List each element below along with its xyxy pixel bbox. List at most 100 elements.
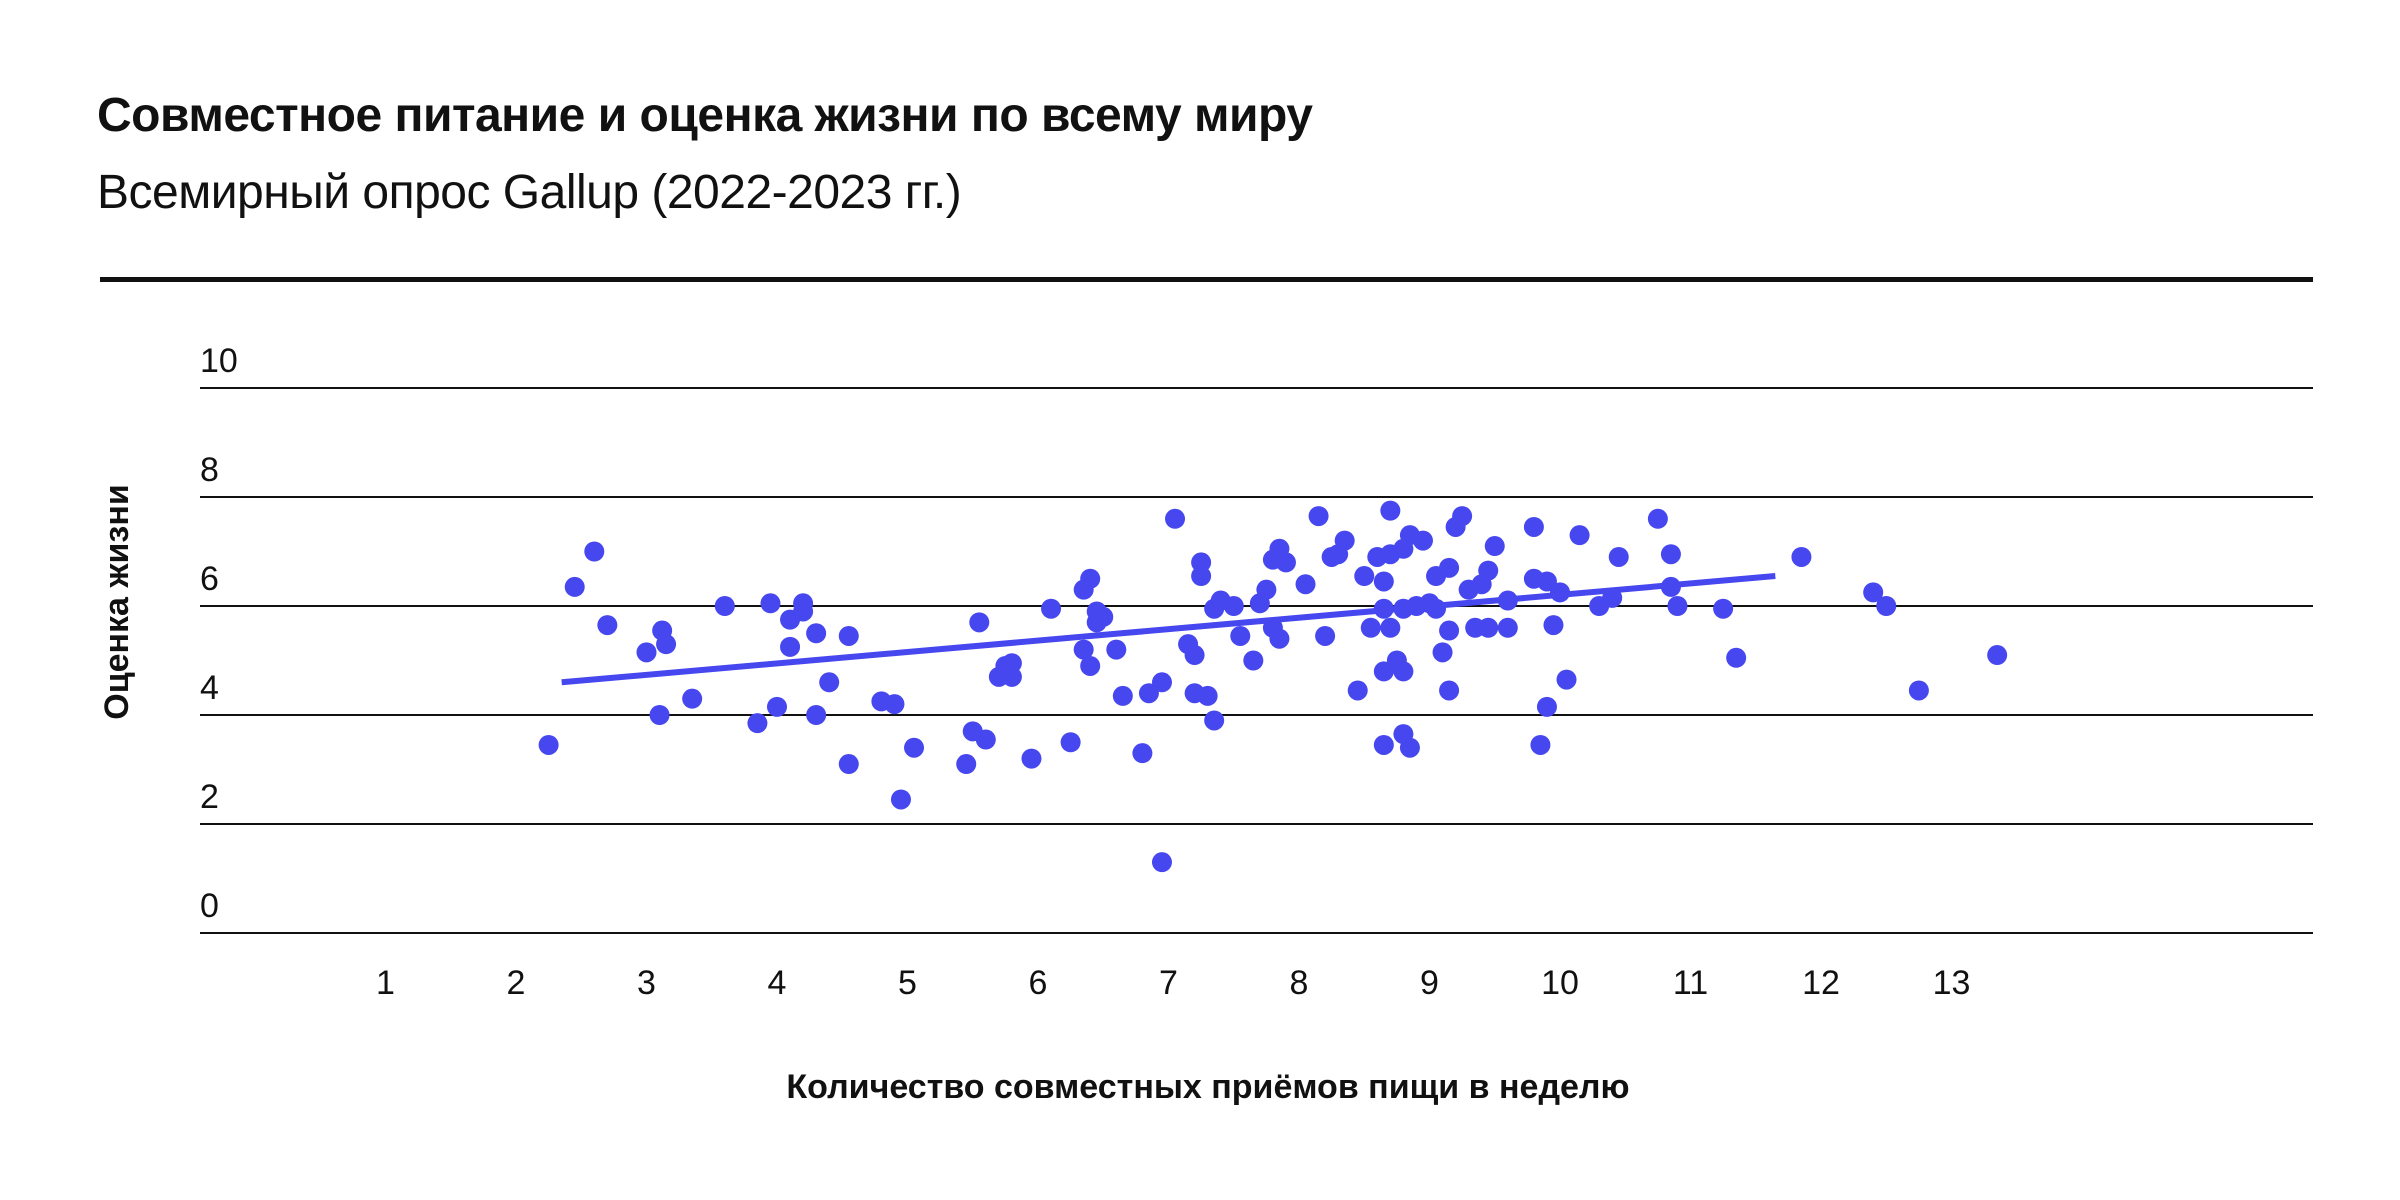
x-axis-title: Количество совместных приёмов пищи в нед…: [786, 1068, 1629, 1106]
data-point: [1275, 552, 1296, 573]
data-point: [1432, 642, 1453, 663]
data-point: [819, 672, 840, 693]
data-point: [890, 789, 911, 810]
data-point: [1726, 647, 1747, 668]
data-point: [1112, 685, 1133, 706]
data-point: [1165, 508, 1186, 529]
x-tick-label: 7: [1159, 964, 1178, 1002]
data-point: [1373, 734, 1394, 755]
data-point: [1863, 582, 1884, 603]
data-point: [1478, 617, 1499, 638]
data-point: [1556, 669, 1577, 690]
data-point: [656, 634, 677, 655]
x-tick-label: 1: [376, 964, 395, 1002]
data-point: [1080, 655, 1101, 676]
data-point: [1093, 606, 1114, 627]
data-point: [1569, 525, 1590, 546]
data-point: [682, 688, 703, 709]
data-point: [1373, 571, 1394, 592]
data-point: [780, 636, 801, 657]
data-point: [1523, 516, 1544, 537]
data-point: [1412, 530, 1433, 551]
data-point: [1308, 506, 1329, 527]
x-tick-label: 13: [1933, 964, 1971, 1002]
data-point: [1347, 680, 1368, 701]
y-tick-label: 10: [200, 342, 238, 380]
data-point: [1399, 737, 1420, 758]
data-point: [1439, 680, 1460, 701]
x-tick-label: 2: [507, 964, 526, 1002]
data-point: [1001, 653, 1022, 674]
data-point: [1647, 508, 1668, 529]
data-point: [714, 596, 735, 616]
data-point: [584, 541, 605, 562]
x-axis-ticks: 1 2 3 4 5 6 7 8 9 10 11 12 13: [376, 964, 1970, 1002]
data-point: [1184, 645, 1205, 666]
data-point: [1530, 734, 1551, 755]
data-point: [564, 576, 585, 597]
data-point: [1791, 546, 1812, 567]
data-point: [838, 625, 859, 646]
data-point: [1360, 617, 1381, 638]
data-point: [1393, 661, 1414, 682]
data-point: [1439, 620, 1460, 641]
data-point: [1073, 639, 1094, 660]
data-point: [1478, 560, 1499, 581]
data-point: [1191, 566, 1212, 587]
data-points: [538, 500, 2008, 873]
data-point: [1452, 506, 1473, 527]
data-point: [767, 696, 787, 717]
data-point: [904, 737, 925, 758]
data-point: [1713, 598, 1734, 619]
data-point: [806, 623, 827, 644]
data-point: [1106, 639, 1127, 660]
trend-line: [561, 573, 1776, 686]
data-point: [956, 754, 977, 775]
data-point: [793, 593, 814, 614]
data-point: [1667, 596, 1688, 616]
data-point: [884, 694, 905, 715]
chart-title: Совместное питание и оценка жизни по все…: [97, 89, 1313, 142]
data-point: [1256, 579, 1277, 600]
data-point: [1315, 625, 1336, 646]
x-tick-label: 12: [1802, 964, 1840, 1002]
header-divider: [100, 277, 2313, 282]
data-point: [1660, 544, 1681, 565]
data-point: [1243, 650, 1264, 671]
data-point: [1987, 645, 2008, 666]
x-tick-label: 9: [1420, 964, 1439, 1002]
data-point: [1060, 732, 1081, 753]
x-tick-label: 11: [1673, 964, 1708, 1002]
x-tick-label: 3: [637, 964, 656, 1002]
x-tick-label: 4: [768, 964, 787, 1002]
x-tick-label: 5: [898, 964, 917, 1002]
data-point: [636, 642, 657, 663]
data-point: [649, 705, 670, 725]
data-point: [1204, 710, 1225, 731]
data-point: [1151, 672, 1172, 693]
trend-layer: [561, 573, 1776, 686]
data-point: [597, 615, 618, 636]
y-tick-label: 6: [200, 560, 219, 598]
data-point: [1608, 546, 1629, 567]
y-tick-label: 0: [200, 887, 219, 925]
data-point: [1223, 596, 1244, 616]
data-point: [1080, 568, 1101, 589]
x-tick-label: 10: [1541, 964, 1579, 1002]
data-point: [806, 705, 827, 725]
data-point: [1497, 617, 1518, 638]
y-axis-title: Оценка жизни: [98, 484, 136, 720]
chart-subtitle: Всемирный опрос Gallup (2022-2023 гг.): [97, 166, 962, 219]
data-point: [1543, 615, 1564, 636]
data-point: [760, 593, 781, 614]
data-point: [1439, 557, 1460, 578]
y-tick-label: 2: [200, 778, 219, 816]
data-point: [975, 729, 996, 750]
data-point: [1334, 530, 1355, 551]
data-point: [838, 754, 859, 775]
data-point: [1132, 743, 1153, 764]
y-tick-label: 4: [200, 669, 219, 707]
data-point: [1876, 596, 1897, 616]
data-point: [1380, 500, 1401, 521]
